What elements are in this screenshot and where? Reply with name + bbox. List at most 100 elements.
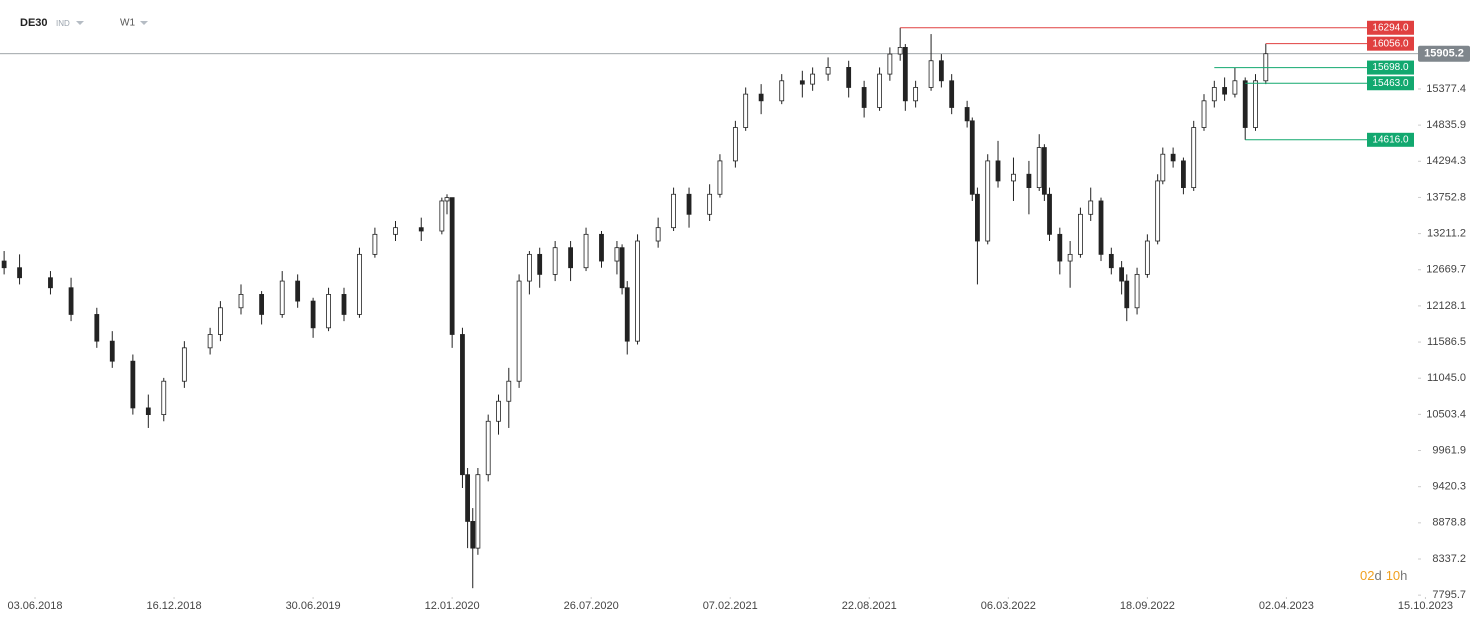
dropdown-arrow[interactable] — [140, 21, 148, 25]
candle-body — [1191, 127, 1197, 189]
candle-body — [1222, 87, 1228, 95]
x-tick-label: 06.03.2022 — [981, 600, 1036, 612]
candle-body — [1232, 80, 1238, 95]
candle-body — [68, 287, 74, 315]
level-tag — [1367, 76, 1414, 91]
candle-body — [1144, 240, 1150, 275]
candle-body — [1253, 80, 1258, 128]
y-tick-label: 7795.7 — [1432, 589, 1466, 601]
countdown-days-unit: d — [1374, 568, 1381, 583]
candle-body — [1124, 280, 1130, 309]
candle-body — [1155, 180, 1161, 242]
candle-body — [975, 193, 980, 242]
candle-body — [145, 407, 151, 415]
candle-body — [526, 253, 532, 282]
candle-body — [109, 340, 115, 362]
y-tick-label: 9420.3 — [1432, 481, 1466, 493]
y-tick-label: 10503.4 — [1426, 408, 1466, 420]
x-tick-label: 07.02.2021 — [703, 600, 758, 612]
x-tick-label: 03.06.2018 — [7, 600, 62, 612]
x-tick-label: 30.06.2019 — [286, 600, 341, 612]
candle-body — [964, 107, 970, 122]
candle-body — [465, 474, 470, 522]
current-price-label: 15905.2 — [1424, 48, 1464, 60]
candle-body — [516, 280, 522, 382]
candle-body — [1211, 87, 1217, 102]
y-tick-label: 8337.2 — [1432, 553, 1466, 565]
x-tick-label: 22.08.2021 — [842, 600, 897, 612]
candle-body — [985, 160, 991, 242]
level-tag — [1367, 36, 1414, 51]
candle-body — [635, 240, 640, 342]
x-tick-label: 16.12.2018 — [147, 600, 202, 612]
candle-body — [1170, 153, 1176, 162]
candle-body — [655, 227, 661, 242]
y-tick-label: 13752.8 — [1426, 191, 1466, 203]
y-tick-label: 15377.4 — [1426, 83, 1466, 95]
candle-body — [181, 347, 187, 382]
candle-body — [357, 253, 362, 315]
candle-body — [17, 267, 22, 279]
candle-body — [743, 93, 749, 128]
candle-body — [218, 307, 223, 335]
countdown-days: 02 — [1360, 568, 1374, 583]
candle-body — [1108, 253, 1114, 269]
candle-body — [279, 280, 285, 315]
y-tick-label: 11586.5 — [1427, 336, 1466, 348]
candle-body — [1242, 80, 1248, 128]
candle-body — [475, 474, 481, 549]
candle-body — [439, 200, 445, 232]
candle-body — [619, 247, 625, 289]
level-label: 16056.0 — [1372, 38, 1409, 49]
countdown-hours: 10 — [1386, 568, 1400, 583]
level-label: 16294.0 — [1372, 22, 1409, 33]
candle-body — [393, 227, 398, 235]
candle-body — [444, 197, 450, 202]
candle-body — [902, 47, 908, 102]
candle-body — [799, 80, 805, 85]
candle-body — [94, 314, 100, 342]
candle-body — [825, 67, 831, 75]
candle-body — [949, 80, 955, 108]
candle-body — [130, 360, 136, 409]
candle-body — [938, 60, 944, 82]
candle-body — [1078, 213, 1083, 255]
candle-body — [1134, 273, 1140, 309]
candle-body — [537, 253, 543, 275]
candle-body — [1201, 100, 1207, 128]
market: IND — [56, 19, 70, 28]
candle-body — [372, 233, 378, 255]
candle-body — [341, 294, 347, 315]
x-tick-label: 15.10.2023 — [1398, 600, 1453, 612]
level-tag — [1367, 60, 1414, 75]
candle-body — [310, 300, 316, 329]
candle-body — [624, 287, 630, 342]
candle-body — [161, 380, 167, 415]
interval[interactable]: W1 — [120, 18, 135, 29]
dropdown-arrow[interactable] — [76, 21, 84, 25]
candle-body — [506, 380, 512, 402]
candle-body — [207, 334, 213, 349]
candle-body — [928, 60, 934, 88]
candle-body — [995, 160, 1001, 182]
candle-body — [1088, 200, 1094, 215]
candle-body — [1057, 233, 1063, 262]
symbol[interactable]: DE30 — [20, 17, 48, 29]
candle-body — [496, 400, 501, 422]
level-tag — [1367, 132, 1414, 147]
y-tick-label: 12669.7 — [1426, 264, 1466, 276]
candle-body — [1181, 160, 1186, 189]
candle-body — [1067, 253, 1073, 262]
candle-body — [686, 193, 692, 215]
candle-body — [1041, 147, 1047, 195]
candle-body — [614, 247, 620, 262]
candle-body — [552, 247, 558, 275]
candle-body — [1098, 200, 1104, 255]
candle-body — [810, 73, 816, 85]
countdown: 02d 10h — [1360, 568, 1407, 583]
candle-body — [779, 80, 785, 102]
candle-body — [583, 233, 589, 269]
candle-body — [418, 227, 424, 232]
candle-body — [717, 160, 723, 195]
